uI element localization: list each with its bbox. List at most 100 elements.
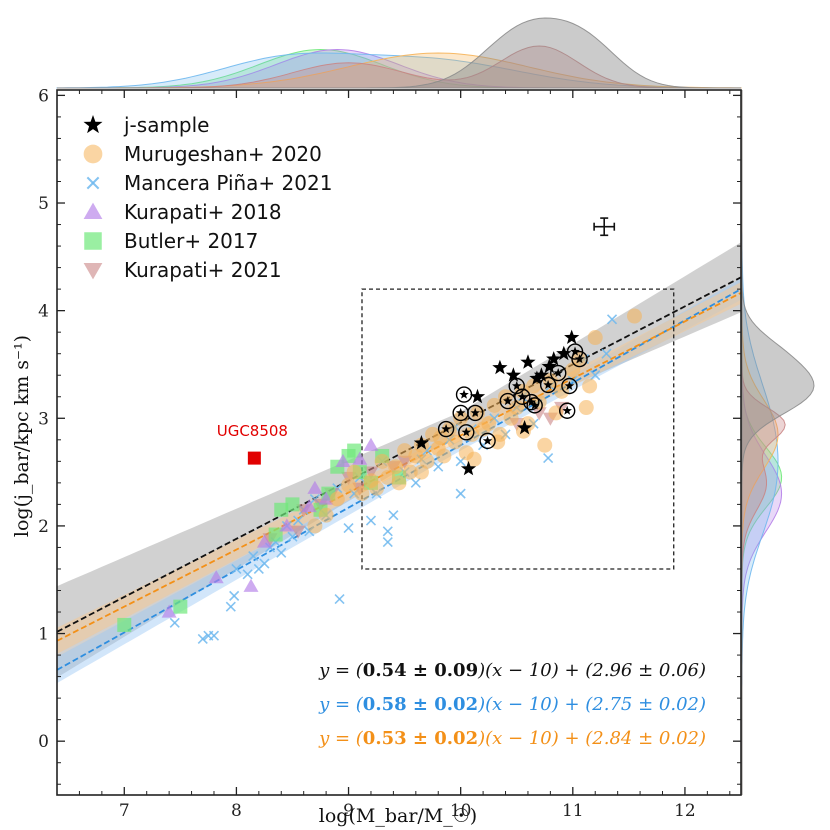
equation-murugeshan-rest: )(x − 10) + (2.84 ± 0.02): [477, 728, 706, 749]
mancera-pi-a-2021-point-stroke-b: [343, 523, 354, 534]
mancera-pi-a-2021-point: [248, 550, 259, 562]
butler-2017-point: [173, 599, 188, 614]
equation-murugeshan: y = (0.53 ± 0.02)(x − 10) + (2.84 ± 0.02…: [318, 728, 706, 749]
legend: j-sample Murugeshan+ 2020 Mancera Piña+ …: [83, 113, 332, 282]
y-tick-label: 3: [38, 409, 49, 429]
jsample-point: [503, 396, 513, 406]
jsample-ring: [561, 377, 578, 395]
j-sample-point: [556, 345, 572, 361]
mancera-pi-a-2021-point-stroke-b: [410, 477, 421, 488]
mancera-pi-a-2021-point: [334, 594, 345, 605]
mancera-pi-a-2021-point-stroke-b: [293, 515, 304, 526]
ugc8508-label: UGC8508: [217, 422, 288, 440]
equation-murugeshan-slope: 0.53 ± 0.02: [363, 728, 478, 749]
fit-equations: y = (0.54 ± 0.09)(x − 10) + (2.96 ± 0.06…: [318, 660, 706, 749]
mancera-pi-a-2021-point: [410, 477, 421, 488]
typical-error-bar: [593, 217, 616, 237]
jsample-ring: [499, 392, 516, 410]
mancera-pi-a-2021-point: [382, 536, 393, 548]
y-tick-label: 0: [38, 732, 49, 752]
kurapati-2021-point: [363, 466, 379, 480]
murugeshan-2020-point: [548, 405, 564, 421]
mancera-pi-a-2021-point-stroke-b: [388, 510, 399, 521]
kurapati-2018-point: [335, 453, 351, 467]
jsample-point: [543, 379, 553, 389]
kurapati-2018-point: [318, 491, 334, 505]
right-marginal-distributions: [741, 90, 815, 795]
kurapati-2018-point: [352, 451, 368, 465]
legend-marker-triangle-up: [83, 202, 103, 220]
data-points: [117, 308, 642, 644]
murugeshan-2020-point: [329, 491, 345, 507]
top-marginal-distributions: [56, 17, 742, 89]
legend-marker-star: [83, 115, 103, 134]
murugeshan-2020-point: [526, 378, 542, 394]
kurapati-2018-point: [208, 570, 224, 584]
mancera-pi-a-2021-point-stroke-b: [421, 445, 433, 456]
butler-2017-point: [274, 502, 289, 517]
mancera-pi-a-2021-point: [231, 563, 242, 575]
highlight-box: [361, 288, 675, 570]
jsample-point: [570, 346, 580, 356]
y-tick-label: 2: [38, 517, 49, 537]
fit-band: [57, 242, 741, 678]
j-sample-point: [492, 359, 508, 375]
murugeshan-2020-point: [486, 397, 502, 413]
mancera-pi-a-2021-point: [343, 523, 354, 534]
murugeshan-2020-point: [307, 518, 323, 534]
murugeshan-2020-point: [391, 475, 407, 491]
mancera-pi-a-2021-point: [388, 510, 399, 521]
murugeshan-2020-point: [481, 416, 497, 432]
jsample-ring: [514, 388, 531, 405]
mancera-pi-a-2021-point: [242, 569, 253, 580]
mancera-pi-a-2021-point-stroke-b: [543, 453, 554, 464]
murugeshan-2020-point: [453, 410, 469, 426]
mancera-pi-a-2021-point: [169, 617, 180, 628]
jsample-point: [482, 435, 493, 445]
kurapati-2018-point: [363, 437, 379, 451]
kurapati-2018-point: [256, 534, 272, 548]
j-sample-point: [533, 367, 549, 382]
equation-mancera-prefix: y = (: [318, 694, 364, 715]
legend-marker-triangle-down: [83, 262, 103, 280]
murugeshan-2020-point: [582, 378, 598, 394]
jsample-point: [564, 381, 575, 390]
jsample-point: [461, 427, 471, 437]
murugeshan-2020-point: [554, 383, 570, 399]
legend-label-kurapati21: Kurapati+ 2021: [124, 258, 282, 282]
jsample-ring: [523, 393, 540, 411]
kurapati-2018-point: [301, 499, 317, 513]
jsample-point: [470, 407, 480, 417]
jsample-point: [526, 397, 537, 407]
murugeshan-2020-point: [432, 430, 448, 446]
equation-murugeshan-prefix: y = (: [318, 728, 364, 749]
x-tick-label: 12: [674, 801, 696, 821]
legend-label-kurapati18: Kurapati+ 2018: [124, 200, 282, 224]
mancera-pi-a-2021-point-stroke-b: [225, 601, 236, 612]
butler-2017-point: [268, 527, 283, 542]
jsample-point: [574, 354, 585, 364]
y-tick-label: 4: [38, 302, 49, 322]
x-tick-label: 10: [450, 801, 472, 821]
murugeshan-2020-point: [354, 486, 370, 502]
butler-2017-point: [347, 443, 362, 458]
jsample-point: [459, 389, 469, 399]
mancera-pi-a-2021-point: [225, 601, 236, 612]
jsample-ring: [539, 376, 557, 394]
j-sample-point: [546, 351, 562, 366]
mancera-pi-a-2021-point: [455, 488, 466, 499]
y-tick-label: 1: [38, 625, 49, 645]
murugeshan-2020-point: [447, 434, 463, 450]
murugeshan-2020-point: [388, 459, 404, 475]
j-sample-point: [469, 388, 486, 404]
j-sample-point: [505, 367, 521, 382]
murugeshan-2020-point: [402, 464, 418, 480]
legend-marker-square: [84, 232, 102, 250]
y-axis-label: log(j_bar/kpc km s⁻¹): [11, 335, 33, 537]
mancera-pi-a-2021-point: [293, 515, 304, 526]
mancera-pi-a-2021-point-stroke-b: [606, 314, 618, 325]
jsample-point: [517, 391, 528, 401]
x-tick-label: 8: [231, 801, 242, 821]
murugeshan-2020-point: [374, 453, 390, 469]
